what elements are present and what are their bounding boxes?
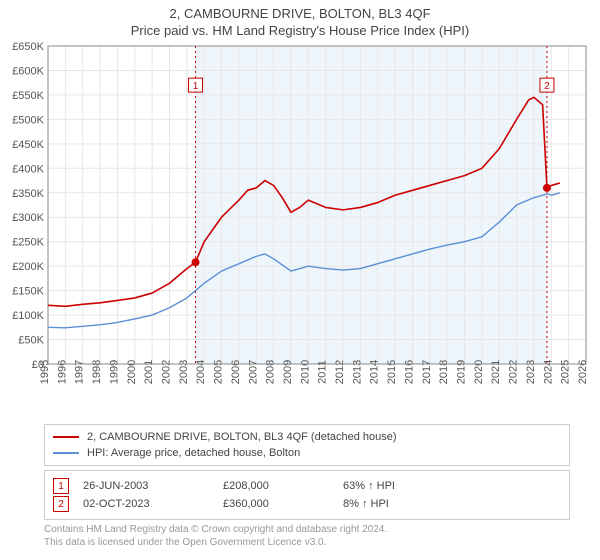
sale-date: 02-OCT-2023 [83,498,223,510]
svg-text:£150K: £150K [12,286,44,298]
svg-text:£50K: £50K [18,335,44,347]
svg-text:2005: 2005 [213,360,225,384]
svg-text:£200K: £200K [12,261,44,273]
svg-text:2019: 2019 [456,360,468,384]
sale-diff: 8% ↑ HPI [343,498,389,510]
svg-text:2018: 2018 [438,360,450,384]
svg-text:£500K: £500K [12,114,44,126]
legend-item: HPI: Average price, detached house, Bolt… [53,445,561,461]
svg-text:2010: 2010 [299,360,311,384]
footer-line2: This data is licensed under the Open Gov… [44,537,570,550]
svg-text:2004: 2004 [195,360,207,384]
svg-text:£600K: £600K [12,65,44,77]
svg-text:£250K: £250K [12,237,44,249]
svg-text:2025: 2025 [560,360,572,384]
svg-text:2015: 2015 [386,360,398,384]
sale-row: 1 26-JUN-2003£208,00063% ↑ HPI [53,477,561,495]
svg-text:2016: 2016 [403,360,415,384]
price-chart: £0£50K£100K£150K£200K£250K£300K£350K£400… [0,38,600,418]
title-sub: Price paid vs. HM Land Registry's House … [0,23,600,38]
svg-text:£100K: £100K [12,310,44,322]
sale-diff: 63% ↑ HPI [343,480,395,492]
legend-label: 2, CAMBOURNE DRIVE, BOLTON, BL3 4QF (det… [87,431,397,443]
svg-text:2006: 2006 [230,360,242,384]
svg-text:2: 2 [544,81,550,92]
svg-text:2017: 2017 [421,360,433,384]
svg-text:2008: 2008 [265,360,277,384]
sale-marker-icon: 1 [53,478,69,494]
svg-text:2007: 2007 [247,360,259,384]
svg-text:£300K: £300K [12,212,44,224]
sale-row: 2 02-OCT-2023£360,0008% ↑ HPI [53,495,561,513]
svg-text:2014: 2014 [369,360,381,384]
svg-text:2013: 2013 [351,360,363,384]
svg-text:2021: 2021 [490,360,502,384]
svg-text:1999: 1999 [108,360,120,384]
footer-line1: Contains HM Land Registry data © Crown c… [44,524,570,537]
chart-titles: 2, CAMBOURNE DRIVE, BOLTON, BL3 4QF Pric… [0,0,600,38]
legend: 2, CAMBOURNE DRIVE, BOLTON, BL3 4QF (det… [44,424,570,466]
sale-price: £208,000 [223,480,343,492]
legend-item: 2, CAMBOURNE DRIVE, BOLTON, BL3 4QF (det… [53,429,561,445]
svg-text:2023: 2023 [525,360,537,384]
legend-swatch [53,436,79,438]
svg-text:1996: 1996 [56,360,68,384]
sales-table: 1 26-JUN-2003£208,00063% ↑ HPI 2 02-OCT-202… [44,470,570,520]
footer-attribution: Contains HM Land Registry data © Crown c… [44,524,570,549]
svg-text:2009: 2009 [282,360,294,384]
legend-label: HPI: Average price, detached house, Bolt… [87,447,300,459]
svg-text:1997: 1997 [74,360,86,384]
svg-text:£550K: £550K [12,90,44,102]
svg-text:£400K: £400K [12,163,44,175]
title-main: 2, CAMBOURNE DRIVE, BOLTON, BL3 4QF [0,6,600,21]
svg-text:2024: 2024 [542,360,554,384]
svg-text:2003: 2003 [178,360,190,384]
svg-text:2022: 2022 [508,360,520,384]
svg-text:2012: 2012 [334,360,346,384]
svg-text:£650K: £650K [12,41,44,53]
svg-text:1998: 1998 [91,360,103,384]
sale-marker-icon: 2 [53,496,69,512]
svg-text:£450K: £450K [12,139,44,151]
svg-text:2002: 2002 [160,360,172,384]
svg-text:2000: 2000 [126,360,138,384]
svg-text:2001: 2001 [143,360,155,384]
svg-text:£350K: £350K [12,188,44,200]
svg-text:1995: 1995 [39,360,51,384]
sale-date: 26-JUN-2003 [83,480,223,492]
svg-text:2026: 2026 [577,360,589,384]
svg-text:2020: 2020 [473,360,485,384]
svg-text:1: 1 [193,81,199,92]
legend-swatch [53,452,79,454]
sale-price: £360,000 [223,498,343,510]
